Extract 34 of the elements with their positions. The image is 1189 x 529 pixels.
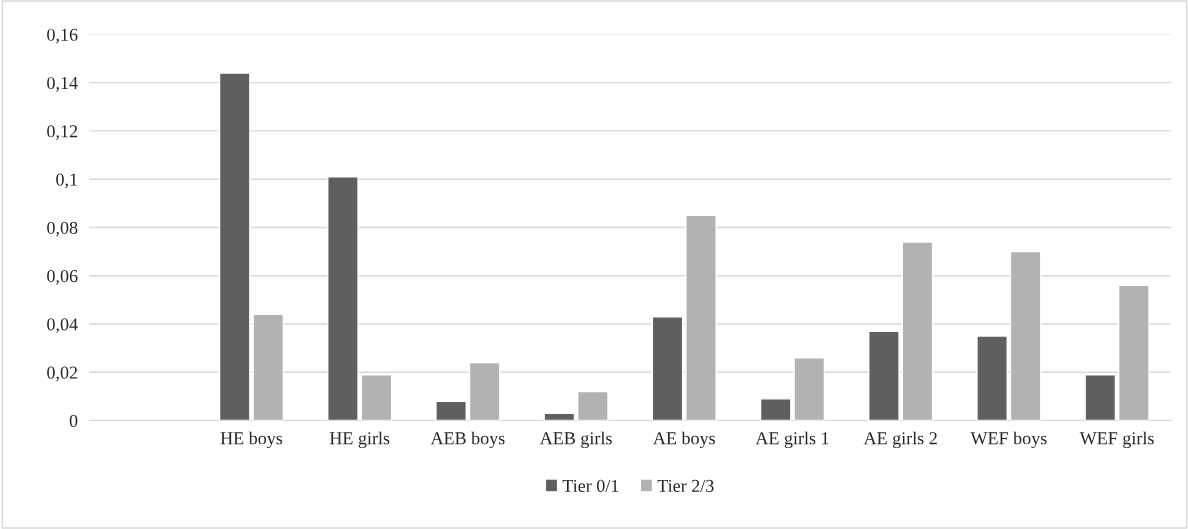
x-tick-label: WEF boys: [970, 431, 1047, 449]
bar: [576, 390, 609, 421]
x-tick-label: HE girls: [329, 431, 390, 449]
y-tick-label: 0,1: [56, 173, 77, 189]
bar: [327, 176, 359, 421]
bar: [868, 330, 900, 421]
bar: [901, 241, 934, 421]
y-tick-label: 0,02: [47, 366, 78, 382]
x-tick-label: AE boys: [653, 431, 715, 449]
y-tick-label: 0,04: [47, 318, 78, 334]
bar: [543, 412, 576, 421]
legend-label: Tier 0/1: [562, 479, 619, 492]
bar: [468, 361, 501, 421]
y-tick-label: 0,08: [47, 221, 78, 237]
y-tick-label: 0,12: [47, 125, 78, 140]
bar: [1009, 250, 1042, 421]
y-tick-label: 0,14: [47, 76, 78, 92]
x-tick-label: HE boys: [220, 431, 283, 449]
bar: [360, 374, 393, 421]
bar: [435, 400, 467, 421]
y-tick-label: 0,16: [47, 28, 78, 44]
bar: [651, 316, 684, 421]
x-tick-label: AE girls 2: [863, 431, 937, 449]
y-tick-label: 0,06: [47, 270, 78, 285]
bar: [1117, 284, 1150, 421]
bar: [1084, 374, 1117, 421]
bar: [976, 335, 1008, 421]
y-tick-label: 0: [69, 414, 78, 427]
x-tick-label: WEF girls: [1079, 431, 1154, 449]
x-tick-label: AEB girls: [539, 431, 612, 449]
x-tick-label: AE girls 1: [755, 431, 829, 449]
x-tick-label: AEB boys: [430, 431, 505, 449]
legend-label: Tier 2/3: [657, 479, 714, 492]
bar: [685, 214, 717, 421]
